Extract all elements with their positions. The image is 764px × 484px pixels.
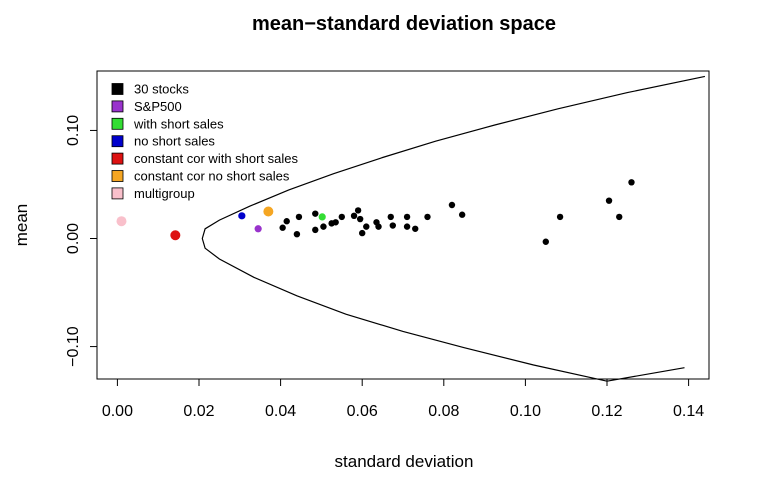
frontier-curve bbox=[201, 75, 706, 382]
x-tick-label: 0.00 bbox=[102, 403, 133, 420]
point-stock bbox=[375, 223, 382, 230]
point-stock bbox=[616, 213, 623, 221]
point-stock bbox=[448, 201, 456, 209]
point-stock bbox=[403, 213, 411, 221]
point-stock bbox=[283, 218, 290, 225]
legend-swatch bbox=[111, 100, 124, 113]
legend-label: multigroup bbox=[134, 186, 195, 201]
y-tick-label: −0.10 bbox=[65, 326, 82, 367]
legend-swatch bbox=[111, 135, 124, 148]
point-stock bbox=[312, 226, 319, 234]
legend-label: constant cor no short sales bbox=[134, 169, 290, 184]
x-tick-label: 0.14 bbox=[673, 403, 704, 420]
legend-label: S&P500 bbox=[134, 99, 182, 114]
point-stock bbox=[542, 238, 549, 245]
point-stock bbox=[320, 223, 327, 230]
point-stock bbox=[312, 210, 319, 217]
legend-swatch bbox=[111, 152, 124, 165]
point-constant-cor-no-short-sales bbox=[263, 206, 274, 217]
legend-label: no short sales bbox=[134, 134, 215, 149]
point-stock bbox=[458, 211, 466, 218]
point-stock bbox=[403, 223, 411, 230]
x-tick-label: 0.02 bbox=[183, 403, 214, 420]
point-constant-cor-with-short-sales bbox=[170, 230, 181, 241]
point-stock bbox=[387, 213, 394, 221]
point-stock bbox=[389, 222, 396, 229]
chart-title: mean−standard deviation space bbox=[252, 13, 556, 35]
legend-swatch bbox=[111, 187, 124, 200]
point-stock bbox=[295, 213, 303, 221]
plot-area bbox=[116, 75, 706, 382]
x-tick-label: 0.10 bbox=[510, 403, 541, 420]
y-tick-label: 0.00 bbox=[65, 223, 82, 254]
y-axis-label: mean bbox=[12, 204, 31, 247]
point-stock bbox=[332, 219, 339, 226]
point-with-short-sales bbox=[318, 213, 326, 221]
point-no-short-sales bbox=[238, 212, 246, 220]
legend-label: constant cor with short sales bbox=[134, 151, 299, 166]
x-tick-label: 0.12 bbox=[591, 403, 622, 420]
point-stock bbox=[359, 229, 366, 237]
legend: 30 stocks S&P500 with short sales no short … bbox=[111, 82, 299, 201]
point-stock bbox=[628, 179, 635, 186]
point-multigroup bbox=[116, 216, 127, 227]
legend-swatch bbox=[111, 83, 124, 95]
point-stock bbox=[424, 213, 431, 221]
point-stock bbox=[338, 213, 345, 221]
y-axis: −0.10 0.00 0.10 bbox=[65, 115, 98, 367]
x-tick-label: 0.04 bbox=[265, 403, 296, 420]
legend-swatch bbox=[111, 117, 124, 130]
x-tick-label: 0.06 bbox=[347, 403, 378, 420]
legend-swatch bbox=[111, 170, 124, 182]
point-stock bbox=[363, 223, 370, 230]
point-stock bbox=[556, 213, 564, 221]
point-stock bbox=[412, 225, 419, 232]
x-axis: 0.00 0.02 0.04 0.06 0.08 0.10 0.12 0.14 bbox=[102, 378, 704, 420]
legend-label: with short sales bbox=[133, 116, 224, 131]
point-stock bbox=[605, 197, 613, 204]
point-s-p500 bbox=[254, 225, 262, 233]
point-stock bbox=[293, 230, 301, 238]
legend-label: 30 stocks bbox=[134, 82, 189, 97]
y-tick-label: 0.10 bbox=[65, 115, 82, 146]
point-stock bbox=[354, 207, 362, 214]
point-stock bbox=[279, 224, 286, 231]
x-tick-label: 0.08 bbox=[428, 403, 459, 420]
point-stock bbox=[350, 212, 358, 220]
x-axis-label: standard deviation bbox=[335, 452, 474, 471]
point-stock bbox=[356, 215, 364, 223]
